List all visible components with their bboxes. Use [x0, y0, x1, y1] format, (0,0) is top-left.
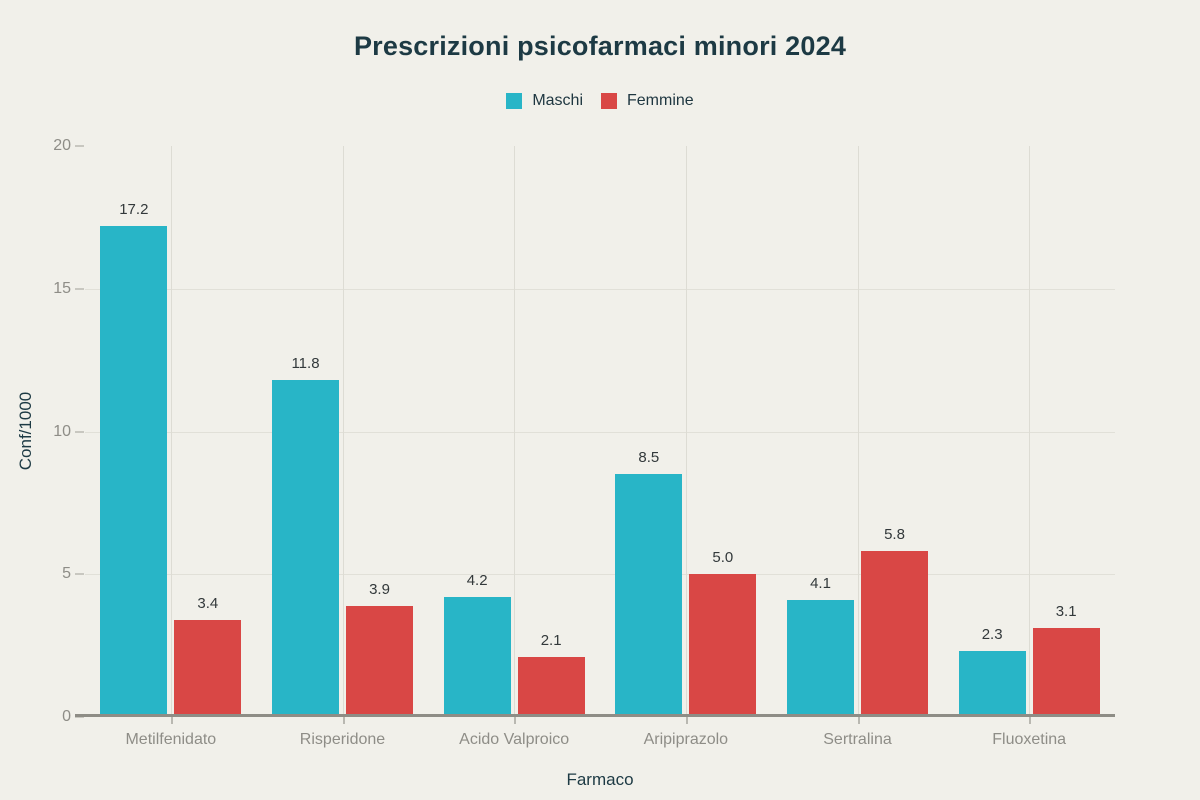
x-tick-mark [514, 717, 517, 724]
y-tick-mark [75, 287, 84, 290]
x-axis-title: Farmaco [566, 770, 634, 789]
y-tick-label: 5 [62, 565, 71, 583]
gridline-vertical [685, 146, 687, 715]
legend-swatch-maschi-icon [506, 93, 523, 109]
bar-value-label: 11.8 [291, 355, 320, 373]
legend-item-femmine[interactable]: Femmine [601, 92, 694, 110]
y-tick-label: 15 [53, 279, 71, 297]
bar-maschi-acido-valproico [443, 597, 511, 717]
plot-area: 0 5 10 15 20 17.2 3.4 11.8 3.9 4.2 2.1 8.5 5.0 4.1 5.8… [53, 137, 1115, 748]
gridline-vertical [857, 146, 859, 715]
x-tick-label-fluoxetina: Fluoxetina [992, 731, 1067, 748]
bar-value-label: 3.4 [197, 594, 219, 612]
gridline-vertical [342, 146, 344, 715]
x-tick-mark [170, 717, 173, 724]
bar-maschi-aripiprazolo [615, 474, 683, 717]
x-axis-line [75, 714, 1115, 717]
x-tick-label-metilfenidato: Metilfenidato [125, 731, 217, 748]
y-axis-title: Conf/1000 [16, 391, 35, 471]
legend-swatch-femmine-icon [601, 93, 617, 109]
bar-maschi-sertralina [787, 599, 854, 717]
gridline-vertical [170, 146, 172, 715]
bar-value-label: 2.1 [540, 632, 562, 650]
y-tick-label: 0 [62, 708, 71, 725]
bar-value-label: 8.5 [638, 449, 660, 467]
bar-value-label: 3.9 [369, 580, 390, 598]
bar-femmine-fluoxetina [1032, 628, 1100, 717]
y-tick-mark [75, 716, 84, 718]
bar-femmine-acido-valproico [517, 657, 585, 717]
bar-maschi-risperidone [272, 380, 339, 717]
y-tick-mark [75, 145, 84, 147]
bar-value-label: 2.3 [981, 626, 1003, 644]
bar-maschi-metilfenidato [100, 225, 168, 717]
x-tick-mark [342, 717, 345, 724]
x-tick-label-risperidone: Risperidone [299, 731, 386, 748]
x-tick-label-aripiprazolo: Aripiprazolo [643, 731, 729, 748]
chart-title: Prescrizioni psicofarmaci minori 2024 [353, 31, 847, 61]
bar-femmine-risperidone [346, 605, 413, 717]
bar-value-label: 4.2 [466, 572, 488, 590]
bar-femmine-aripiprazolo [689, 574, 757, 717]
bar-maschi-fluoxetina [958, 651, 1026, 717]
x-tick-label-sertralina: Sertralina [823, 731, 892, 748]
bar-value-label: 5.0 [712, 549, 734, 567]
legend-label: Maschi [532, 92, 583, 109]
x-tick-mark [1029, 717, 1032, 724]
y-tick-label: 20 [53, 137, 71, 154]
bar-femmine-metilfenidato [174, 619, 242, 717]
gridline-vertical [1029, 146, 1031, 715]
bar-femmine-sertralina [861, 551, 928, 717]
y-tick-label: 10 [53, 422, 71, 440]
gridline-vertical [514, 146, 516, 715]
bar-value-label: 4.1 [810, 574, 831, 592]
bar-value-label: 17.2 [119, 200, 149, 218]
legend: Maschi Femmine [0, 92, 1200, 110]
legend-label: Femmine [627, 92, 694, 109]
gridline-horizontal [85, 431, 1115, 433]
bar-value-label: 3.1 [1055, 603, 1077, 621]
y-tick-mark [75, 573, 84, 576]
x-tick-mark [685, 717, 688, 724]
legend-item-maschi[interactable]: Maschi [506, 92, 583, 110]
gridline-horizontal [85, 574, 1115, 576]
x-tick-label-acido-valproico: Acido Valproico [459, 731, 570, 748]
y-tick-mark [75, 430, 84, 433]
bar-value-label: 5.8 [884, 526, 905, 544]
gridline-horizontal [85, 288, 1115, 290]
x-tick-mark [857, 717, 860, 724]
